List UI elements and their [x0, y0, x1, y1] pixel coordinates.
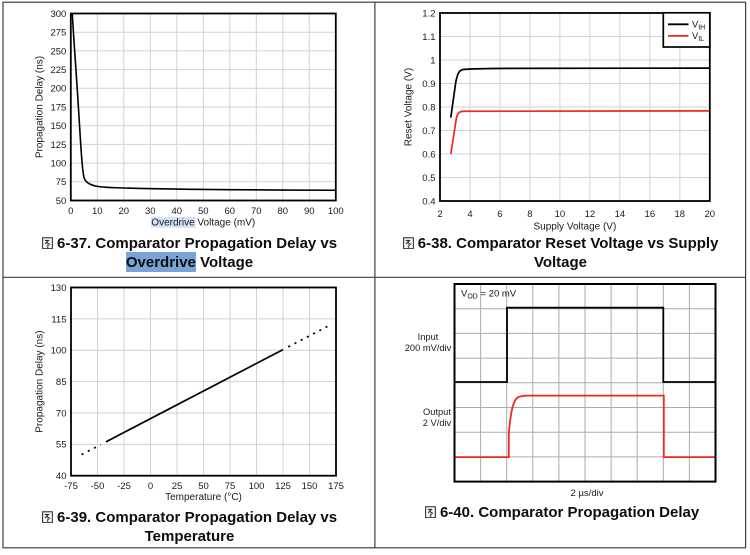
svg-text:6: 6: [497, 209, 502, 220]
svg-text:-75: -75: [64, 481, 78, 492]
svg-text:1.2: 1.2: [422, 8, 435, 19]
svg-text:200 mV/div: 200 mV/div: [405, 343, 452, 353]
svg-text:Input: Input: [418, 332, 439, 342]
svg-text:Supply Voltage (V): Supply Voltage (V): [533, 222, 616, 233]
svg-text:200: 200: [50, 84, 66, 95]
svg-text:0: 0: [68, 206, 73, 217]
svg-text:0: 0: [148, 481, 153, 492]
svg-text:Propagation Delay (ns): Propagation Delay (ns): [35, 56, 46, 158]
svg-text:40: 40: [172, 206, 183, 217]
svg-text:175: 175: [50, 102, 66, 113]
svg-text:55: 55: [56, 440, 67, 451]
svg-text:150: 150: [50, 121, 66, 132]
svg-text:100: 100: [51, 346, 67, 357]
svg-text:225: 225: [50, 65, 66, 76]
svg-text:250: 250: [50, 46, 66, 57]
svg-text:1: 1: [430, 55, 435, 66]
svg-text:Overdrive Voltage (mV): Overdrive Voltage (mV): [151, 218, 255, 229]
svg-text:18: 18: [675, 209, 686, 220]
svg-text:1.1: 1.1: [422, 32, 435, 43]
svg-text:150: 150: [302, 481, 318, 492]
svg-text:30: 30: [145, 206, 156, 217]
svg-text:40: 40: [56, 471, 67, 482]
svg-text:14: 14: [615, 209, 626, 220]
svg-text:90: 90: [304, 206, 315, 217]
svg-text:300: 300: [50, 9, 66, 20]
svg-text:175: 175: [328, 481, 344, 492]
svg-text:125: 125: [50, 140, 66, 151]
svg-text:0.8: 0.8: [422, 102, 435, 113]
svg-text:Propagation Delay (ns): Propagation Delay (ns): [35, 330, 46, 432]
svg-text:-50: -50: [91, 481, 105, 492]
svg-text:75: 75: [225, 481, 236, 492]
svg-text:0.5: 0.5: [422, 173, 435, 184]
svg-text:20: 20: [705, 209, 716, 220]
svg-text:115: 115: [51, 314, 66, 325]
svg-text:100: 100: [50, 159, 66, 170]
svg-text:2 V/div: 2 V/div: [423, 418, 452, 428]
svg-text:8: 8: [527, 209, 532, 220]
svg-text:-25: -25: [117, 481, 131, 492]
svg-text:275: 275: [50, 28, 66, 39]
svg-text:10: 10: [555, 209, 566, 220]
svg-text:0.7: 0.7: [422, 126, 435, 137]
svg-text:50: 50: [198, 481, 209, 492]
svg-text:0.9: 0.9: [422, 79, 435, 90]
svg-text:25: 25: [172, 481, 183, 492]
svg-text:VIH: VIH: [692, 20, 705, 32]
svg-text:100: 100: [328, 206, 344, 217]
svg-text:70: 70: [56, 408, 67, 419]
svg-text:85: 85: [56, 377, 67, 388]
svg-text:Temperature (°C): Temperature (°C): [165, 492, 242, 503]
svg-text:130: 130: [51, 283, 67, 294]
svg-text:80: 80: [278, 206, 289, 217]
svg-text:2: 2: [437, 209, 442, 220]
svg-text:12: 12: [585, 209, 596, 220]
svg-text:50: 50: [198, 206, 209, 217]
svg-text:50: 50: [56, 196, 67, 207]
svg-text:Reset Voltage (V): Reset Voltage (V): [404, 68, 415, 146]
svg-text:16: 16: [645, 209, 656, 220]
svg-text:70: 70: [251, 206, 262, 217]
svg-text:VIL: VIL: [692, 31, 704, 43]
svg-text:60: 60: [225, 206, 236, 217]
svg-text:0.4: 0.4: [422, 196, 435, 207]
svg-text:4: 4: [467, 209, 472, 220]
svg-text:125: 125: [275, 481, 291, 492]
svg-text:75: 75: [56, 177, 67, 188]
svg-text:Output: Output: [423, 407, 451, 417]
svg-text:2 µs/div: 2 µs/div: [571, 488, 604, 499]
svg-text:20: 20: [119, 206, 130, 217]
svg-text:10: 10: [92, 206, 103, 217]
svg-text:100: 100: [249, 481, 265, 492]
svg-text:VOD = 20 mV: VOD = 20 mV: [461, 289, 517, 301]
svg-text:0.6: 0.6: [422, 149, 435, 160]
